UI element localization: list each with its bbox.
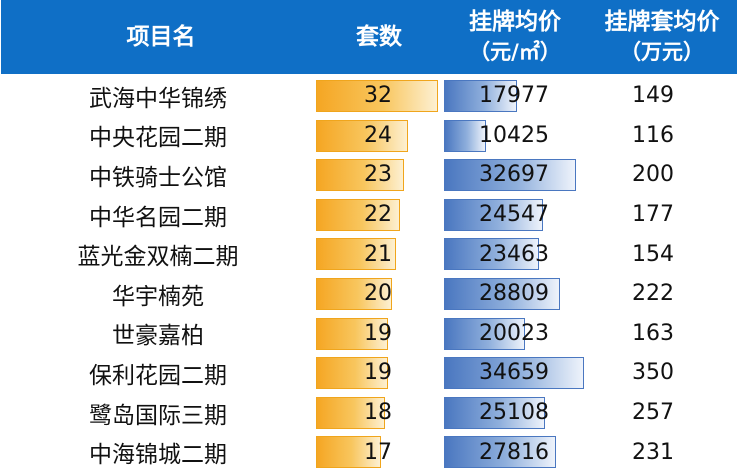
count-value: 18 [364, 400, 392, 426]
avg-total-value: 154 [632, 241, 674, 267]
avg-price-bar [444, 198, 544, 231]
count-bar [316, 317, 389, 350]
table-row: 保利花园二期 19 34659 350 [0, 353, 740, 393]
avg-price-bar [444, 80, 517, 112]
avg-price-bar [444, 436, 557, 469]
avg-total-value: 177 [632, 202, 674, 228]
table-row: 中华名园二期 22 24547 177 [0, 195, 740, 235]
table-row: 鹭岛国际三期 18 25108 257 [0, 393, 740, 433]
table-row: 世豪嘉柏 19 20023 163 [0, 314, 740, 354]
avg-price-value: 34659 [479, 360, 549, 386]
table-row: 中铁骑士公馆 23 32697 200 [0, 155, 740, 195]
avg-price-value: 20023 [479, 320, 549, 346]
avg-price-value: 24547 [479, 202, 549, 228]
avg-total-value: 116 [632, 122, 674, 148]
avg-total-value: 200 [632, 162, 674, 188]
count-bar [316, 80, 438, 112]
count-bar [316, 436, 381, 469]
table-row: 华宇楠苑 20 28809 222 [0, 274, 740, 314]
count-value: 32 [364, 83, 392, 109]
header-avg-price-label: 挂牌均价 [469, 9, 561, 35]
count-bar [316, 396, 385, 429]
avg-price-bar [444, 357, 584, 390]
avg-price-bar [444, 317, 525, 350]
avg-total-value: 163 [632, 320, 674, 346]
project-name-cell: 世豪嘉柏 [112, 323, 204, 350]
header-count-label: 套数 [356, 24, 402, 50]
count-value: 20 [364, 281, 392, 307]
project-name-cell: 中铁骑士公馆 [89, 164, 227, 191]
header-avg-total-unit: （万元） [620, 40, 704, 64]
project-name-cell: 中央花园二期 [89, 125, 227, 152]
count-value: 19 [364, 320, 392, 346]
count-bar [316, 198, 400, 231]
avg-price-value: 17977 [479, 83, 549, 109]
avg-total-value: 350 [632, 360, 674, 386]
project-name-cell: 保利花园二期 [89, 362, 227, 389]
avg-price-value: 32697 [479, 162, 549, 188]
count-bar [316, 278, 393, 310]
header-avg-total-label: 挂牌套均价 [604, 9, 720, 35]
header-project-name: 项目名 [81, 0, 241, 74]
count-value: 17 [364, 439, 392, 465]
project-name-cell: 鹭岛国际三期 [89, 402, 227, 429]
count-bar [316, 119, 408, 152]
header-project-name-label: 项目名 [126, 24, 196, 50]
count-value: 23 [364, 162, 392, 188]
count-value: 21 [364, 241, 392, 267]
count-value: 24 [364, 122, 392, 148]
header-avg-total: 挂牌套均价 （万元） [587, 0, 737, 74]
project-name-cell: 中华名园二期 [89, 204, 227, 231]
header-avg-price: 挂牌均价 （元/㎡） [445, 0, 585, 74]
avg-price-bar [444, 159, 577, 192]
avg-total-value: 257 [632, 400, 674, 426]
avg-price-value: 23463 [479, 241, 549, 267]
avg-price-bar [444, 119, 487, 152]
project-name-cell: 华宇楠苑 [112, 283, 204, 310]
avg-price-bar [444, 238, 539, 271]
count-value: 22 [364, 202, 392, 228]
avg-price-bar [444, 278, 561, 310]
avg-price-value: 10425 [479, 122, 549, 148]
project-name-cell: 蓝光金双楠二期 [77, 244, 239, 271]
avg-price-value: 27816 [479, 439, 549, 465]
avg-total-value: 222 [632, 281, 674, 307]
table-row: 中海锦城二期 17 27816 231 [0, 432, 740, 472]
count-value: 19 [364, 360, 392, 386]
count-bar [316, 357, 389, 390]
count-bar [316, 238, 397, 271]
header-avg-price-unit: （元/㎡） [469, 40, 561, 64]
avg-total-value: 231 [632, 439, 674, 465]
count-bar [316, 159, 404, 192]
avg-price-value: 25108 [479, 400, 549, 426]
project-name-cell: 中海锦城二期 [89, 442, 227, 469]
avg-price-bar [444, 396, 546, 429]
table-row: 蓝光金双楠二期 21 23463 154 [0, 234, 740, 274]
project-name-cell: 武海中华锦绣 [89, 85, 227, 112]
table-row: 中央花园二期 24 10425 116 [0, 116, 740, 156]
avg-total-value: 149 [632, 83, 674, 109]
table-header: 项目名 套数 挂牌均价 （元/㎡） 挂牌套均价 （万元） [1, 0, 737, 74]
avg-price-value: 28809 [479, 281, 549, 307]
header-count: 套数 [317, 0, 441, 74]
table-row: 武海中华锦绣 32 17977 149 [0, 76, 740, 116]
